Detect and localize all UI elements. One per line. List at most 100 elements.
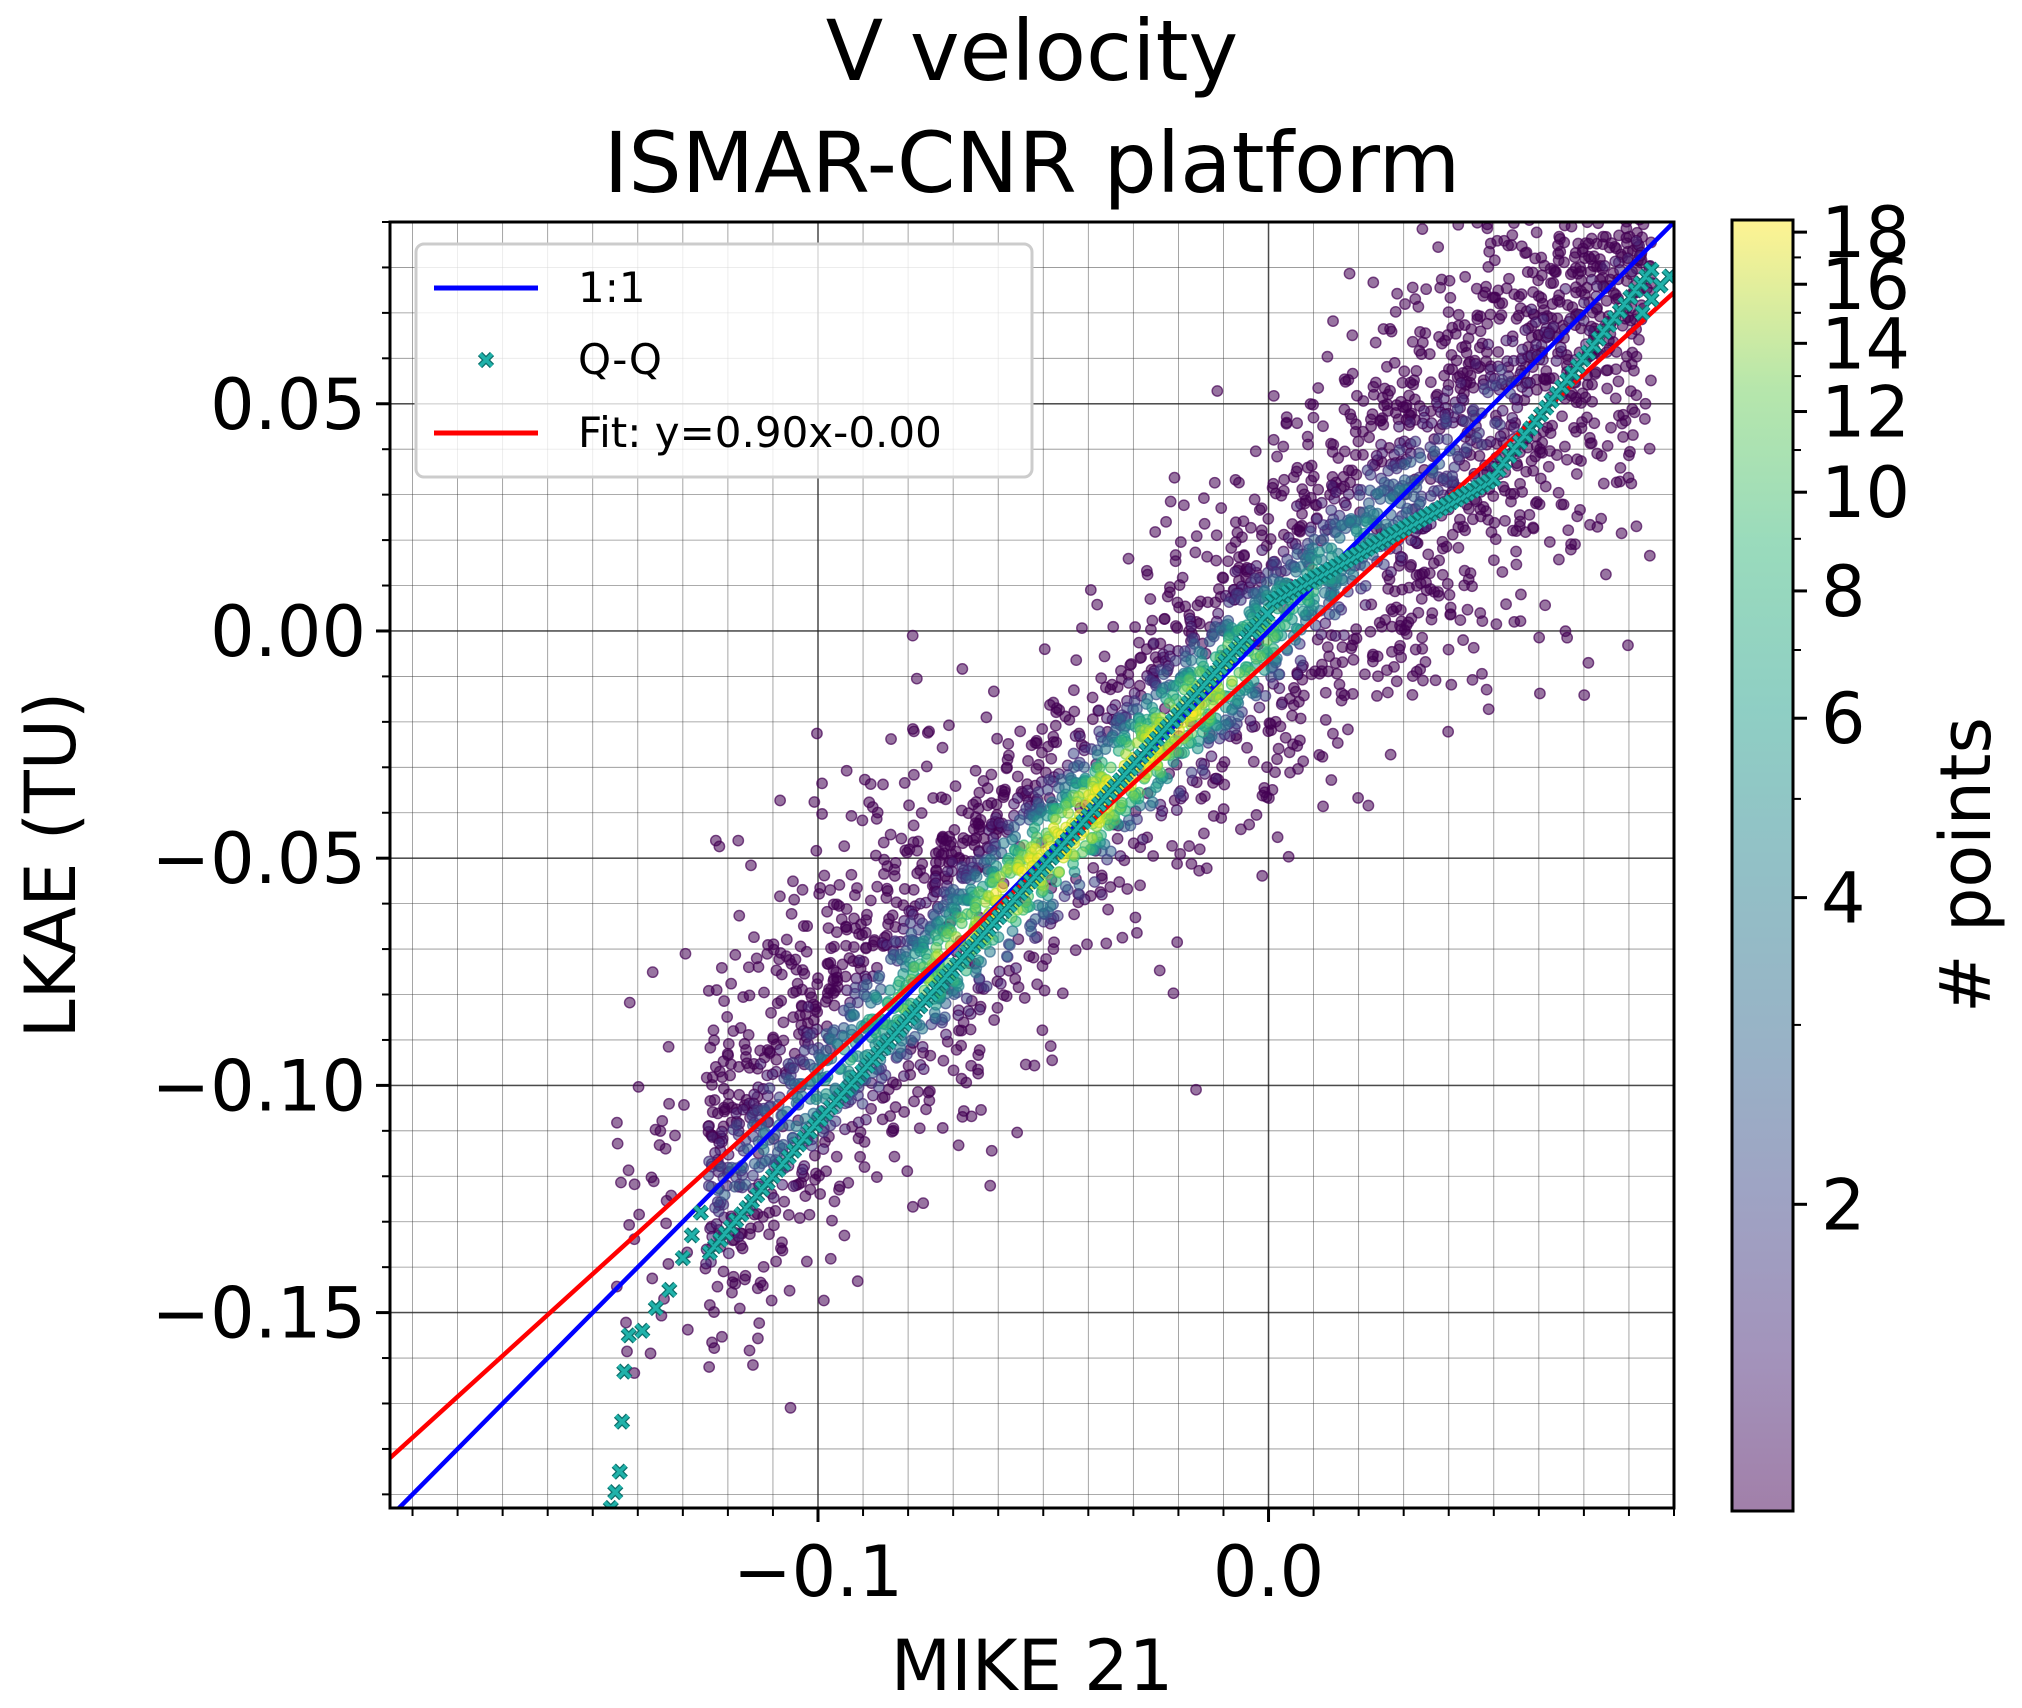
scatter-point bbox=[678, 1098, 690, 1111]
scatter-point bbox=[644, 1347, 657, 1360]
scatter-point bbox=[1086, 691, 1099, 704]
scatter-point bbox=[1364, 468, 1377, 481]
scatter-point bbox=[1409, 643, 1422, 656]
scatter-point bbox=[1198, 827, 1210, 840]
scatter-point bbox=[1407, 378, 1420, 391]
scatter-point bbox=[1571, 173, 1581, 183]
scatter-point bbox=[1414, 663, 1427, 676]
qq-marker-fill bbox=[1644, 292, 1659, 307]
qq-marker-fill bbox=[675, 1250, 691, 1266]
legend-label-fit: Fit: y=0.90x-0.00 bbox=[578, 408, 942, 457]
scatter-point bbox=[887, 1124, 900, 1137]
scatter-point bbox=[1634, 204, 1644, 214]
scatter-point bbox=[830, 926, 843, 939]
scatter-point bbox=[1604, 184, 1614, 194]
scatter-point bbox=[917, 1063, 930, 1076]
scatter-point bbox=[1171, 622, 1184, 634]
scatter-point bbox=[1210, 529, 1223, 542]
scatter-point bbox=[1584, 518, 1596, 531]
scatter-point bbox=[729, 948, 742, 961]
scatter-point bbox=[1294, 712, 1307, 725]
scatter-point bbox=[1124, 659, 1137, 672]
scatter-point bbox=[1038, 643, 1051, 656]
scatter-point bbox=[1635, 165, 1645, 175]
scatter-point bbox=[1328, 608, 1341, 621]
scatter-point bbox=[1489, 417, 1502, 430]
scatter-point bbox=[866, 801, 879, 813]
colorbar-tick-label: 18 bbox=[1821, 192, 1910, 274]
scatter-point bbox=[1568, 114, 1578, 124]
scatter-point bbox=[886, 909, 899, 922]
scatter-point bbox=[864, 894, 877, 907]
scatter-point bbox=[1193, 645, 1206, 658]
scatter-point bbox=[645, 1171, 658, 1184]
scatter-point bbox=[903, 799, 915, 812]
scatter-point bbox=[1001, 950, 1013, 963]
scatter-point bbox=[811, 727, 823, 740]
scatter-point bbox=[833, 879, 846, 891]
scatter-point bbox=[840, 920, 852, 933]
scatter-point bbox=[1359, 599, 1372, 611]
scatter-point bbox=[1095, 888, 1108, 901]
scatter-point bbox=[1048, 936, 1060, 949]
scatter-point bbox=[1398, 458, 1411, 471]
scatter-point bbox=[711, 1280, 724, 1293]
scatter-point bbox=[986, 876, 999, 889]
scatter-point bbox=[1414, 451, 1427, 464]
scatter-point bbox=[623, 1219, 636, 1231]
scatter-point bbox=[1003, 939, 1016, 951]
scatter-point bbox=[991, 732, 1004, 745]
scatter-point bbox=[703, 1361, 716, 1373]
scatter-point bbox=[707, 1024, 720, 1037]
qq-marker-fill bbox=[1635, 305, 1650, 321]
scatter-point bbox=[1145, 623, 1157, 636]
scatter-point bbox=[780, 933, 793, 946]
scatter-point bbox=[1384, 492, 1397, 505]
scatter-point bbox=[1223, 596, 1236, 608]
scatter-point bbox=[763, 1206, 776, 1219]
scatter-point bbox=[1283, 746, 1296, 759]
scatter-point bbox=[1316, 750, 1329, 763]
scatter-point bbox=[1436, 542, 1449, 555]
scatter-point bbox=[1428, 445, 1441, 458]
scatter-point bbox=[1562, 524, 1575, 537]
qq-marker bbox=[616, 1363, 633, 1380]
scatter-point bbox=[1630, 234, 1643, 247]
scatter-point bbox=[1333, 531, 1346, 544]
scatter-point bbox=[1093, 725, 1106, 738]
scatter-point bbox=[1210, 772, 1223, 785]
scatter-point bbox=[1506, 229, 1519, 241]
scatter-point bbox=[1622, 29, 1632, 39]
scatter-point bbox=[1222, 555, 1234, 568]
scatter-point bbox=[1510, 312, 1523, 325]
scatter-point bbox=[1624, 445, 1636, 458]
qq-marker-fill bbox=[693, 1205, 709, 1220]
scatter-point bbox=[1568, 421, 1580, 434]
scatter-point bbox=[1543, 168, 1553, 178]
scatter-point bbox=[1417, 674, 1429, 687]
scatter-point bbox=[1106, 703, 1119, 716]
scatter-point bbox=[940, 1028, 952, 1041]
scatter-point bbox=[633, 1208, 646, 1221]
scatter-point bbox=[865, 1102, 877, 1115]
scatter-point bbox=[1331, 737, 1344, 749]
scatter-point bbox=[996, 881, 1008, 894]
scatter-point bbox=[1586, 378, 1599, 391]
scatter-point bbox=[876, 1092, 889, 1104]
scatter-point bbox=[1346, 329, 1359, 342]
scatter-point bbox=[722, 1098, 735, 1110]
scatter-point bbox=[1129, 621, 1141, 633]
scatter-point bbox=[1185, 654, 1198, 667]
scatter-point bbox=[1543, 327, 1555, 340]
scatter-point bbox=[1171, 936, 1184, 949]
scatter-point bbox=[1456, 392, 1468, 405]
legend-label-1to1: 1:1 bbox=[578, 263, 646, 312]
scatter-point bbox=[1542, 460, 1555, 473]
scatter-point bbox=[1217, 803, 1230, 815]
scatter-point bbox=[620, 1316, 632, 1329]
scatter-point bbox=[870, 991, 882, 1004]
scatter-point bbox=[1492, 346, 1505, 358]
scatter-point bbox=[1078, 761, 1091, 774]
scatter-point bbox=[1067, 747, 1080, 760]
scatter-point bbox=[873, 969, 886, 982]
